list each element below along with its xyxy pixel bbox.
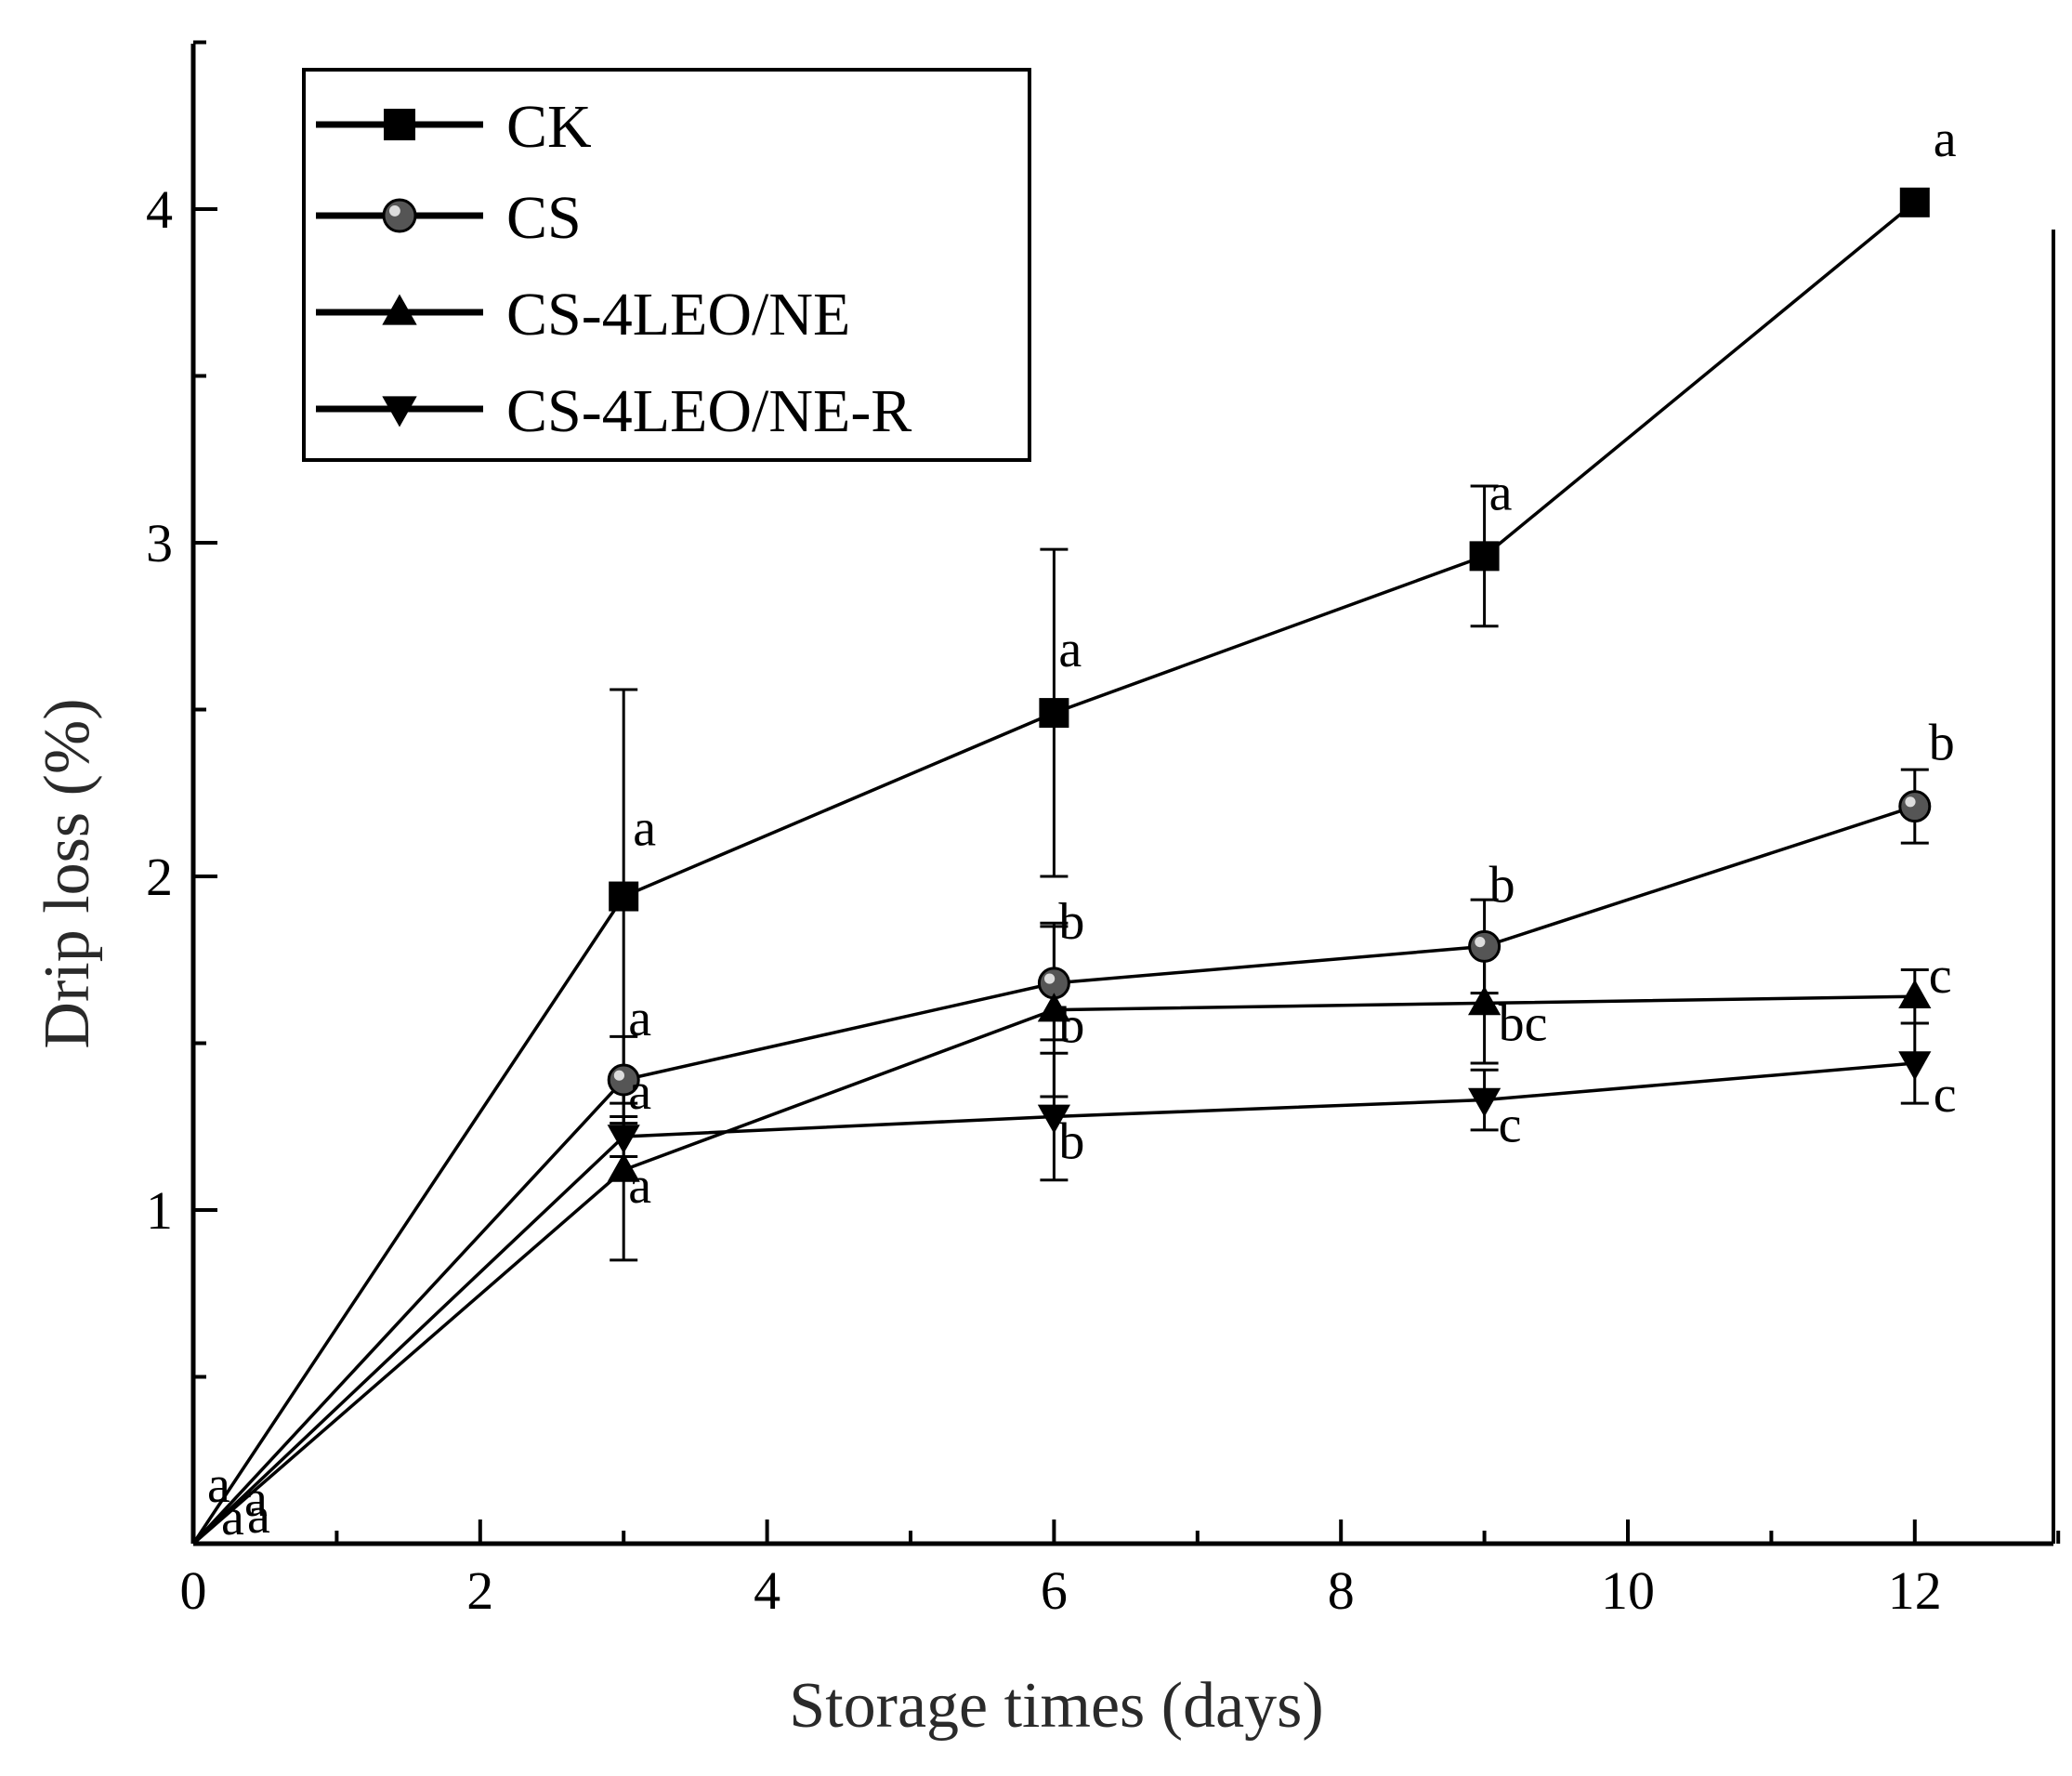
legend: CK CS CS-4LEO/NE CS-4LEO/NE-R bbox=[302, 68, 1031, 462]
x-tick-label: 10 bbox=[1601, 1560, 1655, 1621]
error-bars bbox=[610, 484, 1929, 1262]
data-point-1 bbox=[609, 881, 639, 912]
significance-letter: a bbox=[628, 990, 651, 1047]
legend-marker bbox=[382, 294, 417, 325]
data-point-4 bbox=[1037, 1104, 1070, 1134]
data-points bbox=[607, 187, 1932, 1182]
data-point-4 bbox=[1898, 1051, 1932, 1081]
significance-letter: c bbox=[1929, 947, 1952, 1005]
significance-letter: a bbox=[1934, 111, 1957, 168]
data-point-2-body bbox=[1898, 790, 1932, 823]
legend-label: CS-4LEO/NE-R bbox=[506, 377, 911, 445]
data-point-3 bbox=[1468, 986, 1502, 1016]
data-point-1 bbox=[1469, 541, 1500, 572]
legend-label: CS bbox=[506, 184, 582, 252]
data-point-3 bbox=[1037, 993, 1070, 1022]
data-point-2-highlight bbox=[1475, 936, 1486, 948]
legend-label: CK bbox=[506, 93, 592, 161]
y-tick-label: 1 bbox=[146, 1180, 173, 1241]
data-point-2 bbox=[1468, 929, 1502, 963]
x-axis-title: Storage times (days) bbox=[789, 1670, 1323, 1742]
x-tick-label: 6 bbox=[1041, 1560, 1068, 1621]
significance-letter: c bbox=[1934, 1066, 1957, 1124]
x-tick-label: 12 bbox=[1888, 1560, 1942, 1621]
legend-label: CS-4LEO/NE bbox=[506, 281, 850, 349]
significance-letter: b bbox=[1058, 997, 1084, 1055]
y-tick-label: 2 bbox=[146, 847, 173, 907]
y-tick-label: 3 bbox=[146, 513, 173, 573]
legend-marker bbox=[382, 198, 417, 233]
significance-letter: a bbox=[207, 1456, 230, 1514]
significance-letter: a bbox=[221, 1489, 244, 1546]
legend-marker-highlight bbox=[388, 204, 400, 217]
x-tick-label: 4 bbox=[754, 1560, 780, 1621]
significance-letter: b bbox=[1489, 856, 1515, 914]
y-tick-label: 4 bbox=[146, 179, 173, 240]
data-point-1 bbox=[1039, 698, 1069, 729]
x-tick-label: 8 bbox=[1328, 1560, 1355, 1621]
significance-letter: b bbox=[1058, 1112, 1084, 1170]
significance-letter: a bbox=[1058, 621, 1082, 678]
significance-letter: a bbox=[244, 1470, 268, 1528]
data-point-2-body bbox=[1468, 929, 1502, 963]
data-point-2-highlight bbox=[1905, 796, 1916, 808]
data-point-2-highlight bbox=[1044, 973, 1056, 984]
data-point-3 bbox=[607, 1152, 640, 1182]
data-point-2 bbox=[1898, 790, 1932, 823]
data-point-4 bbox=[607, 1125, 640, 1154]
significance-letter: a bbox=[247, 1487, 270, 1545]
significance-letter: a bbox=[1489, 464, 1513, 521]
x-tick-label: 2 bbox=[466, 1560, 493, 1621]
y-axis-title: Drip loss (%) bbox=[32, 698, 103, 1048]
significance-letter: b bbox=[1058, 893, 1084, 951]
data-point-1 bbox=[1899, 187, 1930, 217]
significance-letter: bc bbox=[1499, 994, 1548, 1052]
data-point-3 bbox=[1898, 979, 1932, 1009]
x-tick-label: 0 bbox=[180, 1560, 207, 1621]
data-point-2 bbox=[607, 1063, 640, 1097]
significance-letter: b bbox=[1929, 715, 1955, 772]
legend-marker bbox=[384, 109, 415, 140]
data-point-4 bbox=[1468, 1087, 1502, 1117]
significance-letter: a bbox=[628, 1063, 651, 1121]
significance-letter: c bbox=[1499, 1097, 1522, 1154]
significance-letter: a bbox=[633, 800, 656, 858]
legend-box bbox=[302, 68, 1031, 462]
legend-marker bbox=[382, 396, 417, 428]
legend-marker-body bbox=[382, 198, 417, 233]
significance-letter: a bbox=[628, 1157, 651, 1215]
data-point-2-highlight bbox=[613, 1070, 625, 1081]
